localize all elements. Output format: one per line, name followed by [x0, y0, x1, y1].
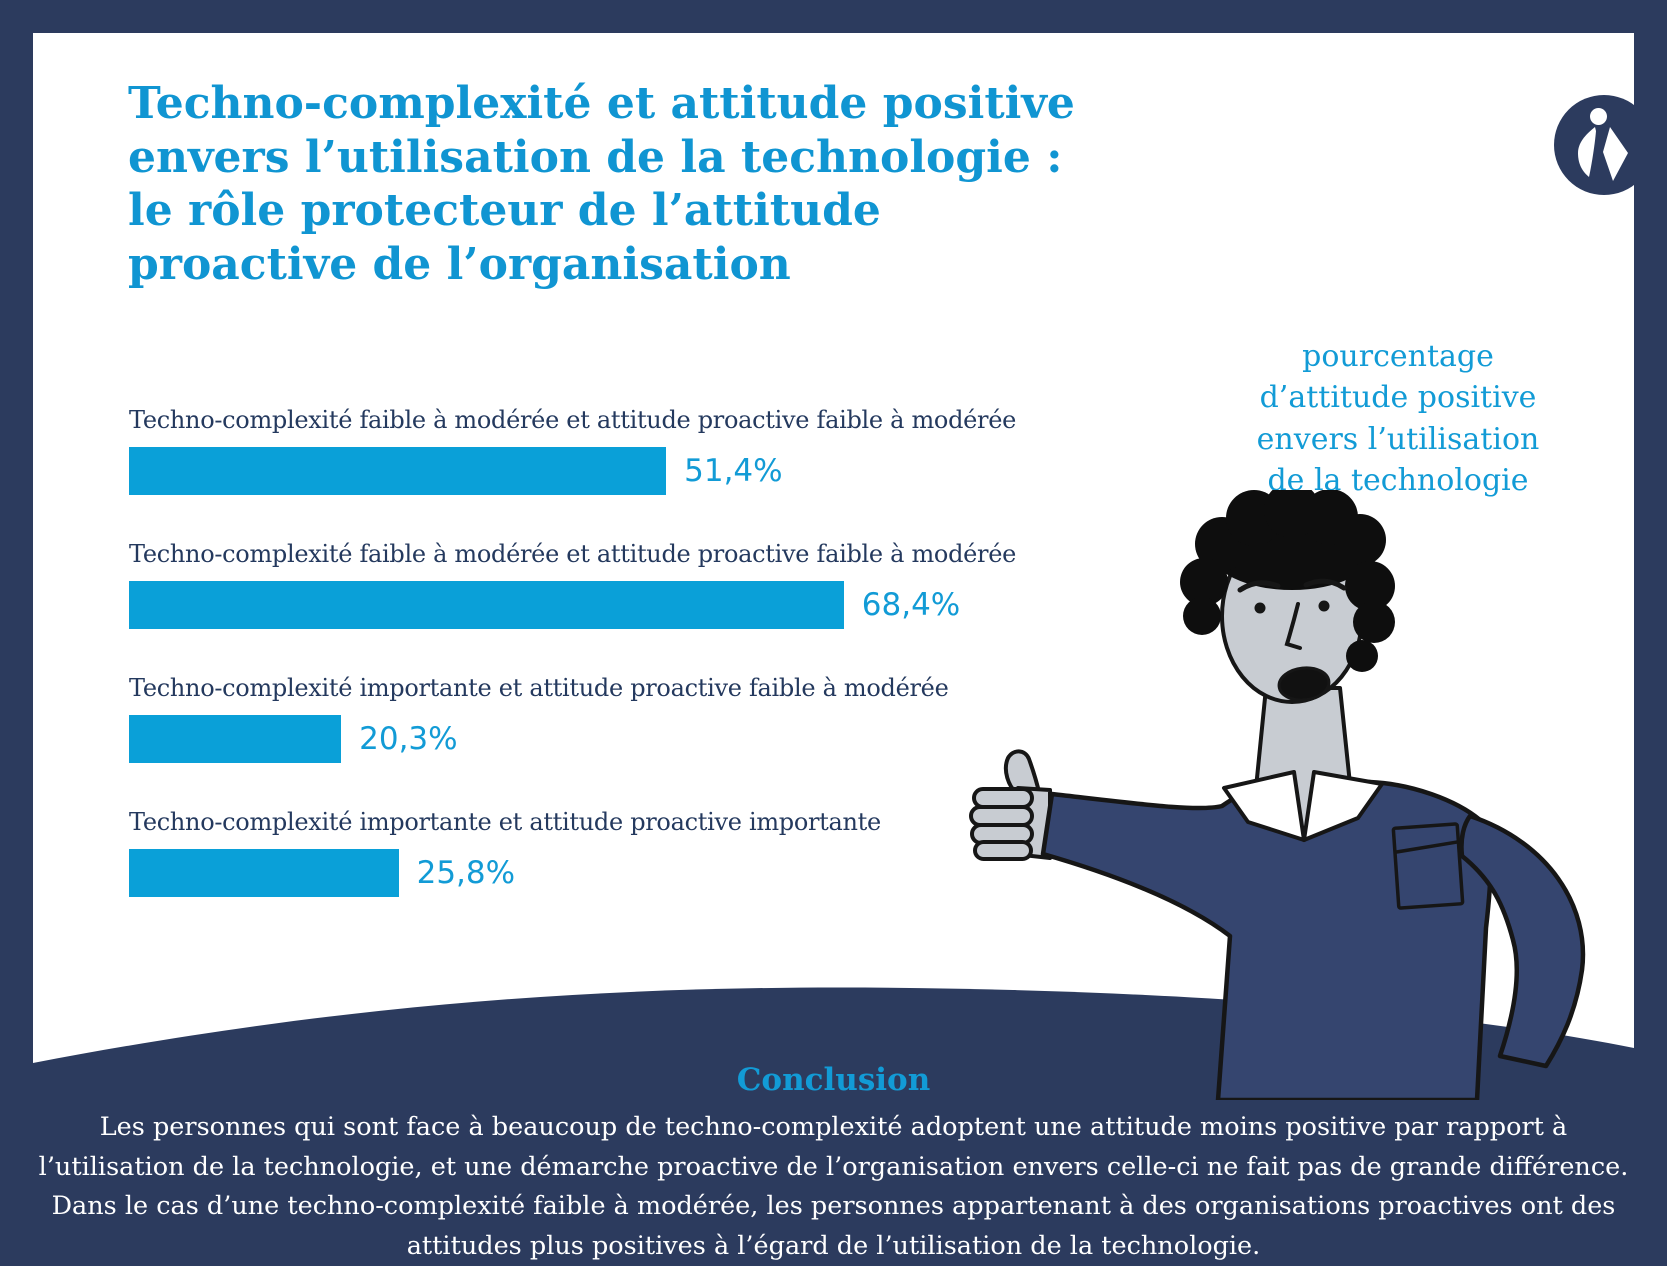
- person-sweater: [1040, 779, 1586, 1100]
- bar-label: Techno-complexité faible à modérée et at…: [129, 540, 1017, 568]
- bar-value: 25,8%: [416, 855, 516, 891]
- page-title: Techno-complexité et attitude positive e…: [128, 78, 1075, 291]
- person-neck-collar: [1222, 686, 1384, 842]
- chest-pocket: [1391, 822, 1465, 910]
- bar-chart: Techno-complexité faible à modérée et at…: [129, 405, 1129, 941]
- bar-track: 20,3%: [129, 715, 1129, 763]
- person-illustration: [969, 490, 1586, 1100]
- bar-label: Techno-complexité importante et attitude…: [129, 808, 881, 836]
- conclusion-body: Les personnes qui sont face à beaucoup d…: [38, 1112, 1629, 1261]
- chart-axis-note: pourcentage d’attitude positive envers l…: [1256, 339, 1540, 499]
- bar-row: Techno-complexité importante et attitude…: [129, 807, 1129, 897]
- bar-track: 51,4%: [129, 447, 1129, 495]
- bar-label: Techno-complexité importante et attitude…: [129, 674, 949, 702]
- bar-value: 68,4%: [861, 587, 961, 623]
- curly-hair: [1180, 490, 1395, 672]
- bar: [129, 715, 342, 763]
- face-features: [1237, 578, 1347, 702]
- bar-track: 68,4%: [129, 581, 1129, 629]
- bar-track: 25,8%: [129, 849, 1129, 897]
- bar: [129, 849, 399, 897]
- bar-value: 51,4%: [684, 453, 783, 489]
- bar-label: Techno-complexité faible à modérée et at…: [129, 406, 1017, 434]
- bar-row: Techno-complexité importante et attitude…: [129, 673, 1129, 763]
- bar: [129, 447, 667, 495]
- thumbs-up-hand: [969, 749, 1052, 861]
- bar-value: 20,3%: [359, 721, 458, 757]
- bar-row: Techno-complexité faible à modérée et at…: [129, 405, 1129, 495]
- brand-logo-icon: [1554, 85, 1667, 210]
- conclusion-heading: Conclusion: [736, 1062, 931, 1098]
- person-head: [1180, 490, 1395, 704]
- bar-row: Techno-complexité faible à modérée et at…: [129, 539, 1129, 629]
- bar: [129, 581, 844, 629]
- conclusion-section: Conclusion Les personnes qui sont face à…: [0, 1062, 1667, 1266]
